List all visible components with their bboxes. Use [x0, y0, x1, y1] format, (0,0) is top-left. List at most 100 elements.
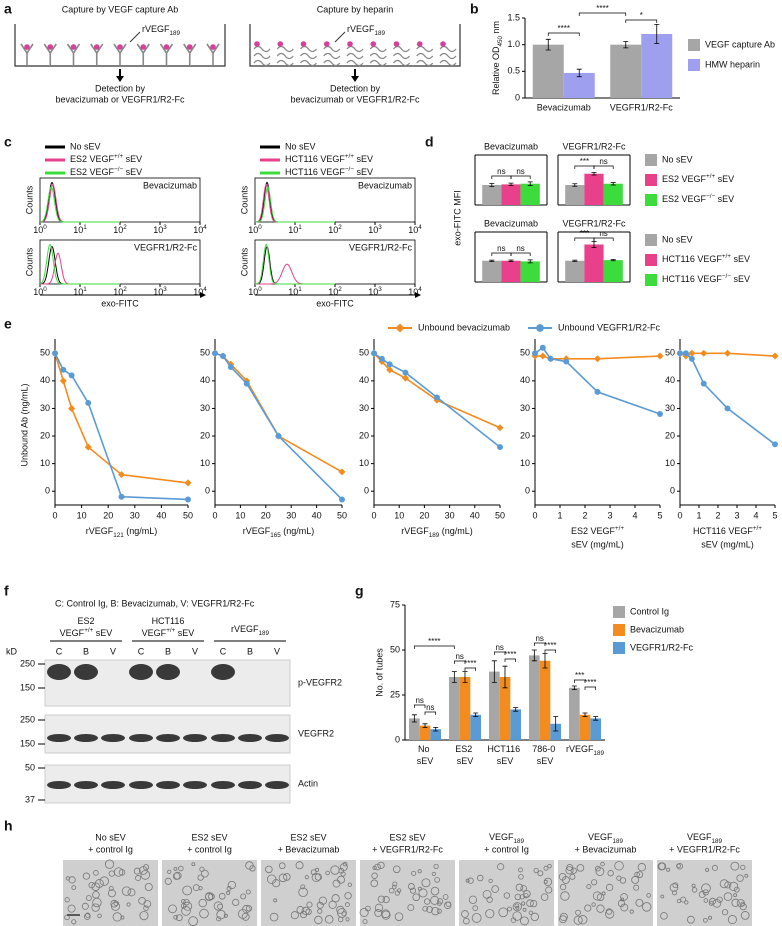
cell [482, 889, 492, 899]
cell [565, 866, 574, 875]
text-part: HCT116 VEGF [662, 254, 722, 264]
lane-label: V [110, 646, 116, 656]
text-part: 10 [408, 287, 418, 297]
data-point [594, 355, 601, 363]
cell [733, 886, 740, 893]
cell [716, 896, 723, 903]
cell [617, 899, 626, 908]
significance-label: ns [426, 703, 434, 712]
cell [411, 870, 417, 876]
text-part: sEV [175, 628, 194, 638]
cell [305, 908, 312, 915]
cell [374, 903, 384, 912]
cell [584, 904, 592, 912]
image-caption: + VEGFR1/R2-Fc [669, 844, 740, 854]
legend-label: No sEV [285, 141, 316, 151]
vegf-dot [416, 41, 423, 47]
text-part: rVEGF [347, 24, 375, 34]
cell [218, 892, 226, 900]
legend-label: ES2 VEGF−/− sEV [70, 166, 142, 177]
panel-label: a [4, 1, 12, 17]
marker-label: 250 [20, 714, 35, 724]
data-point [682, 350, 689, 357]
cell [143, 864, 150, 871]
x-tick-label: 102 [113, 286, 127, 297]
vegf-dot [47, 44, 54, 50]
significance-bracket [533, 642, 546, 646]
plot-label: VEGFR1/R2-Fc [134, 242, 198, 252]
x-arrow-head [200, 292, 206, 298]
data-point [68, 404, 76, 412]
text-part: 189 [613, 838, 624, 845]
blot-band [211, 734, 235, 742]
cell [175, 914, 183, 922]
chart-title: VEGFR1/R2-Fc [562, 141, 626, 151]
significance-label: ns [497, 167, 505, 176]
error-bar [654, 24, 660, 44]
data-point [724, 405, 731, 412]
cell [711, 864, 718, 871]
text-part: 189 [375, 30, 386, 37]
text-part: 10 [73, 287, 83, 297]
text-part: +/+ [706, 173, 715, 180]
x-tick-label: 101 [288, 224, 302, 235]
cell [521, 901, 526, 906]
x-tick-label: 1 [696, 510, 701, 520]
x-tick-label: 30 [130, 510, 140, 520]
text-part: −/− [345, 166, 354, 173]
text-part: VEGF [687, 832, 712, 842]
x-tick-label: 100 [33, 286, 47, 297]
cell [316, 901, 324, 909]
cell [575, 909, 581, 916]
cell [698, 891, 706, 898]
cell [666, 867, 671, 872]
x-tick-label: Bevacizumab [537, 102, 591, 112]
legend-label: Control Ig [630, 606, 669, 616]
y-tick-label: 10 [665, 458, 675, 468]
text-part: VEGF [489, 832, 514, 842]
blot-band [183, 781, 207, 789]
cell [182, 885, 193, 896]
cell [85, 912, 91, 918]
cell [701, 883, 711, 893]
cell [476, 874, 484, 882]
blot-strip [44, 714, 291, 754]
blot-label: Actin [298, 778, 318, 788]
y-axis-label: Counts [24, 247, 34, 276]
blot-band [156, 734, 180, 742]
data-point [118, 493, 125, 500]
text-line: sEV [497, 756, 514, 766]
bar [501, 184, 521, 205]
vegf-dot [24, 44, 30, 50]
x-tick-label: 10 [77, 510, 87, 520]
blot-band [183, 734, 207, 742]
lane-label: B [83, 646, 89, 656]
text-part: 4 [418, 286, 422, 293]
cell [497, 863, 505, 871]
text-part: 189 [712, 838, 723, 845]
cell [437, 901, 442, 906]
marker-label: 150 [20, 682, 35, 692]
image-caption: VEGF189 [687, 832, 723, 845]
ligand-arrow [129, 31, 141, 43]
cell [173, 866, 178, 871]
cell [85, 895, 92, 901]
text-part: 1 [83, 286, 87, 293]
error-bar [411, 714, 417, 723]
cell [635, 898, 644, 907]
cell [108, 885, 114, 891]
bar [590, 718, 601, 740]
text-part: 10 [368, 287, 378, 297]
kd-label: kD [6, 646, 18, 656]
cell [488, 878, 493, 883]
text-part: 10 [33, 225, 43, 235]
histogram-curve [39, 186, 120, 223]
data-point [378, 355, 385, 362]
cell [740, 864, 746, 871]
cell [295, 861, 304, 870]
cell [283, 873, 291, 881]
bar [550, 723, 561, 740]
text-part: 450 [497, 36, 504, 47]
cell [514, 893, 522, 901]
x-tick-label: 10 [235, 510, 245, 520]
